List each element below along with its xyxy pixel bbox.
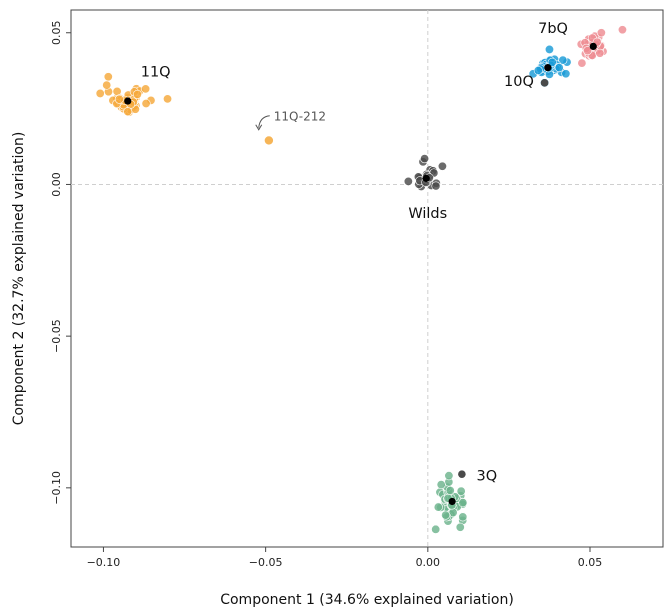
centroid-point: [124, 97, 132, 105]
data-point: [544, 44, 554, 54]
x-tick-label: 0.05: [578, 556, 603, 569]
data-point: [103, 72, 113, 82]
outlier-arrow: [258, 115, 270, 128]
data-point: [583, 46, 593, 56]
outlier-label: 11Q-212: [274, 110, 326, 124]
outlier-annotation: 11Q-212: [255, 110, 326, 145]
outlier-point: [264, 136, 274, 145]
y-axis-ticks: 0.05 0.00 −0.05 −0.10: [50, 21, 71, 505]
y-tick-label: 0.05: [50, 21, 63, 46]
centroid-point: [589, 42, 597, 51]
centroid-point: [448, 497, 456, 506]
data-point: [403, 176, 413, 186]
data-point: [123, 107, 133, 117]
data-point: [433, 502, 443, 512]
y-tick-label: −0.05: [50, 319, 63, 353]
data-point: [102, 80, 112, 90]
data-point: [141, 84, 151, 94]
highlight-point: [540, 79, 549, 87]
y-tick-label: −0.10: [50, 471, 63, 505]
data-point: [436, 480, 446, 490]
outlier-arrow-head: [255, 124, 263, 131]
data-point: [132, 89, 142, 99]
cluster-label: 10Q: [504, 74, 534, 90]
highlight-point: [458, 470, 466, 478]
centroid-point: [544, 64, 552, 72]
cluster-label: 7bQ: [538, 21, 568, 37]
data-point: [441, 510, 451, 520]
series-centroids: [124, 42, 597, 506]
data-point: [141, 99, 151, 109]
x-tick-label: −0.10: [87, 556, 121, 569]
data-point: [458, 498, 468, 508]
data-point: [596, 28, 606, 38]
x-axis-ticks: −0.10 −0.05 0.00 0.05: [87, 547, 603, 569]
cluster-label: 11Q: [141, 65, 171, 81]
data-point: [456, 486, 466, 496]
data-point: [431, 181, 441, 191]
data-point: [444, 471, 454, 481]
data-point: [163, 94, 173, 104]
data-point: [533, 65, 543, 75]
x-axis-title: Component 1 (34.6% explained variation): [220, 592, 514, 608]
data-point: [558, 55, 568, 65]
data-point: [547, 57, 557, 67]
data-point: [95, 88, 105, 98]
cluster-label: Wilds: [408, 206, 447, 222]
data-point: [595, 48, 605, 58]
data-point: [437, 161, 447, 171]
cluster-label: 3Q: [476, 468, 497, 484]
plot-area: [70, 9, 664, 548]
data-point: [561, 69, 571, 79]
data-point: [458, 512, 468, 522]
data-point: [617, 25, 627, 35]
data-point: [577, 58, 587, 68]
data-point: [420, 154, 430, 164]
reference-lines: [71, 10, 663, 547]
data-point: [114, 94, 124, 104]
data-point: [431, 524, 441, 534]
y-tick-label: 0.00: [50, 172, 63, 197]
data-point: [455, 522, 465, 532]
data-point: [445, 486, 455, 496]
x-tick-label: −0.05: [249, 556, 283, 569]
y-axis-title: Component 2 (32.7% explained variation): [11, 132, 27, 426]
x-tick-label: 0.00: [416, 556, 441, 569]
centroid-point: [422, 174, 430, 182]
data-point: [554, 63, 564, 73]
cluster-labels: 11Q Wilds 10Q 7bQ 3Q: [141, 21, 568, 485]
